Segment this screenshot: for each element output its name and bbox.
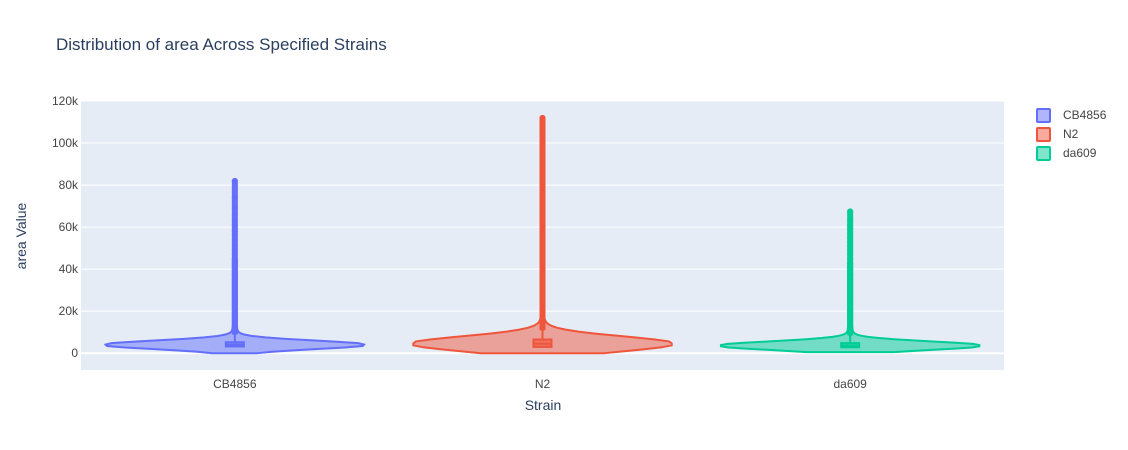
- legend-swatch: [1036, 108, 1051, 123]
- outlier-point: [539, 200, 546, 207]
- y-tick-label: 100k: [52, 136, 79, 150]
- violin-N2[interactable]: [412, 114, 673, 355]
- legend[interactable]: CB4856 N2 da609: [1036, 108, 1107, 161]
- legend-label: da609: [1063, 146, 1097, 160]
- outlier-point: [847, 255, 854, 262]
- outlier-point: [231, 194, 238, 201]
- outlier-point: [847, 230, 854, 237]
- outlier-point: [539, 150, 546, 157]
- outlier-point: [847, 251, 854, 258]
- y-axis-ticks: 0 20k 40k 60k 80k 100k 120k: [52, 94, 79, 360]
- outlier-point: [539, 114, 546, 121]
- outlier-point: [539, 173, 546, 180]
- outlier-point: [847, 217, 854, 224]
- outlier-point: [847, 226, 854, 233]
- y-tick-label: 40k: [59, 262, 79, 276]
- outlier-point: [847, 238, 854, 245]
- outlier-point: [847, 221, 854, 228]
- legend-swatch: [1036, 127, 1051, 142]
- outlier-point: [231, 236, 238, 243]
- legend-item-N2[interactable]: N2: [1036, 127, 1079, 142]
- legend-item-da609[interactable]: da609: [1036, 146, 1097, 161]
- legend-label: CB4856: [1063, 108, 1107, 122]
- outlier-point: [231, 221, 238, 228]
- outlier-point: [231, 211, 238, 218]
- outlier-point: [231, 217, 238, 224]
- y-tick-label: 120k: [52, 94, 79, 108]
- x-axis-ticks: CB4856 N2 da609: [213, 377, 867, 391]
- y-tick-label: 0: [71, 346, 78, 360]
- legend-swatch: [1036, 146, 1051, 161]
- y-axis-title: area Value: [13, 202, 29, 269]
- outlier-point: [539, 184, 546, 191]
- dense-point-band: [539, 220, 546, 331]
- dense-point-band: [847, 262, 854, 336]
- violins: [103, 114, 981, 355]
- x-tick-label: da609: [833, 377, 867, 391]
- x-tick-label: N2: [535, 377, 551, 391]
- outlier-point: [231, 251, 238, 258]
- dense-point-band: [231, 258, 238, 335]
- outlier-point: [847, 243, 854, 250]
- outlier-point: [231, 205, 238, 212]
- outlier-point: [847, 234, 854, 241]
- outlier-point: [847, 247, 854, 254]
- outlier-point: [231, 247, 238, 254]
- outlier-point: [539, 125, 546, 132]
- violin-da609[interactable]: [719, 208, 981, 354]
- y-tick-label: 60k: [59, 220, 79, 234]
- y-tick-label: 80k: [59, 178, 79, 192]
- outlier-point: [231, 228, 238, 235]
- x-axis-title: Strain: [525, 397, 562, 413]
- outlier-point: [539, 144, 546, 151]
- legend-label: N2: [1063, 127, 1079, 141]
- outlier-point: [539, 188, 546, 195]
- outlier-point: [539, 194, 546, 201]
- violin-CB4856[interactable]: [103, 177, 366, 355]
- outlier-point: [847, 208, 854, 215]
- outlier-point: [231, 243, 238, 250]
- x-tick-label: CB4856: [213, 377, 257, 391]
- outlier-point: [539, 207, 546, 214]
- legend-item-CB4856[interactable]: CB4856: [1036, 108, 1107, 123]
- outlier-point: [231, 232, 238, 239]
- outlier-point: [231, 177, 238, 184]
- y-tick-label: 20k: [59, 304, 79, 318]
- outlier-point: [539, 211, 546, 218]
- chart-title: Distribution of area Across Specified St…: [56, 35, 387, 54]
- outlier-point: [539, 163, 546, 170]
